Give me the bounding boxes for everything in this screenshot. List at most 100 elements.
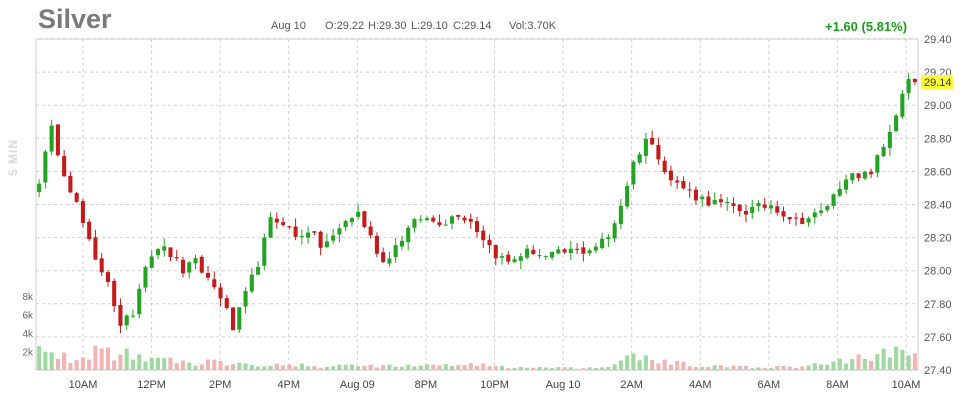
volume-bar xyxy=(174,363,179,370)
candle-body xyxy=(412,219,417,228)
candle-body xyxy=(331,235,336,241)
price-change: +1.60 (5.81%) xyxy=(825,19,908,34)
candle-body xyxy=(587,250,592,254)
candle-body xyxy=(550,251,555,258)
volume-bar xyxy=(875,354,880,370)
candle-body xyxy=(806,218,811,223)
candle-body xyxy=(543,256,548,258)
price-candles xyxy=(37,73,917,334)
volume-bar xyxy=(600,367,605,370)
volume-bar xyxy=(468,363,473,370)
volume-bar xyxy=(731,365,736,370)
candle-body xyxy=(862,171,867,179)
candle-body xyxy=(725,201,730,204)
candle-body xyxy=(287,226,292,228)
candle-body xyxy=(906,79,911,94)
volume-bar xyxy=(256,366,261,370)
volume-bar xyxy=(912,353,917,370)
grid-lines xyxy=(35,38,919,371)
candle-body xyxy=(37,183,42,192)
candle-body xyxy=(293,226,298,237)
candle-body xyxy=(531,249,536,255)
volume-bar xyxy=(281,365,286,370)
candle-body xyxy=(324,241,329,248)
volume-bar xyxy=(562,367,567,370)
candle-body xyxy=(105,272,110,283)
candle-body xyxy=(362,211,367,227)
volume-bar xyxy=(93,345,98,370)
candle-body xyxy=(650,137,655,145)
x-tick-label: 12PM xyxy=(137,379,166,391)
candle-body xyxy=(374,235,379,254)
y-tick-label: 27.60 xyxy=(924,332,952,344)
candle-body xyxy=(155,249,161,256)
volume-bar xyxy=(149,357,154,370)
candle-body xyxy=(506,254,511,262)
volume-bar xyxy=(869,360,874,370)
candle-body xyxy=(562,249,567,253)
volume-bar xyxy=(631,353,636,370)
x-tick-label: 10AM xyxy=(892,379,921,391)
volume-bar xyxy=(556,367,561,370)
volume-tick-label: 6k xyxy=(22,311,34,322)
x-tick-label: 8AM xyxy=(826,379,849,391)
candle-body xyxy=(212,279,217,288)
volume-bar xyxy=(700,366,705,370)
volume-bar xyxy=(74,360,79,370)
x-tick-label: 2AM xyxy=(620,379,643,391)
candle-body xyxy=(575,248,580,250)
candle-body xyxy=(93,237,98,260)
candle-body xyxy=(274,218,279,223)
candle-body xyxy=(781,211,786,217)
ohlc-close: C:29.14 xyxy=(453,20,492,32)
ohlc-date: Aug 10 xyxy=(271,20,306,32)
volume-bar xyxy=(718,365,723,370)
volume-bar xyxy=(231,364,236,370)
candle-body xyxy=(256,266,261,275)
candle-body xyxy=(312,231,317,233)
volume-bar xyxy=(418,365,423,370)
candle-body xyxy=(143,267,148,288)
volume-bar xyxy=(525,367,530,370)
volume-bar xyxy=(543,367,548,370)
volume-bar xyxy=(781,365,786,370)
candle-body xyxy=(393,245,398,258)
volume-tick-label: 4k xyxy=(22,329,34,340)
y-tick-label: 27.80 xyxy=(924,299,952,311)
y-tick-label: 29.40 xyxy=(924,34,952,46)
volume-bar xyxy=(819,364,824,370)
candle-body xyxy=(306,232,311,238)
ohlc-high: H:29.30 xyxy=(368,20,407,32)
candle-body xyxy=(812,212,817,218)
candle-body xyxy=(262,237,267,266)
volume-bar xyxy=(806,365,811,370)
candle-body xyxy=(174,257,179,259)
candle-body xyxy=(112,281,117,307)
volume-bar xyxy=(537,366,542,370)
candle-body xyxy=(762,204,767,208)
candle-body xyxy=(756,203,761,207)
volume-bar xyxy=(906,355,911,370)
last-price-badge xyxy=(921,75,953,90)
volume-tick-label: 2k xyxy=(22,348,34,359)
candle-body xyxy=(55,124,60,156)
candle-body xyxy=(137,288,142,315)
volume-bar xyxy=(568,367,573,370)
volume-bar xyxy=(356,366,361,370)
candle-body xyxy=(525,248,530,258)
y-tick-label: 29.00 xyxy=(924,100,952,112)
volume-bar xyxy=(825,364,830,370)
candle-body xyxy=(62,156,67,177)
candle-body xyxy=(49,125,54,152)
x-tick-label: 10AM xyxy=(69,379,98,391)
candle-body xyxy=(243,291,248,307)
candle-body xyxy=(537,255,542,257)
volume-bar xyxy=(331,366,336,370)
candle-body xyxy=(712,200,717,205)
volume-bar xyxy=(456,365,461,370)
volume-bar xyxy=(756,367,761,370)
candle-body xyxy=(825,206,830,211)
candle-body xyxy=(750,206,755,214)
volume-bar xyxy=(675,361,680,370)
volume-bar xyxy=(687,366,692,370)
